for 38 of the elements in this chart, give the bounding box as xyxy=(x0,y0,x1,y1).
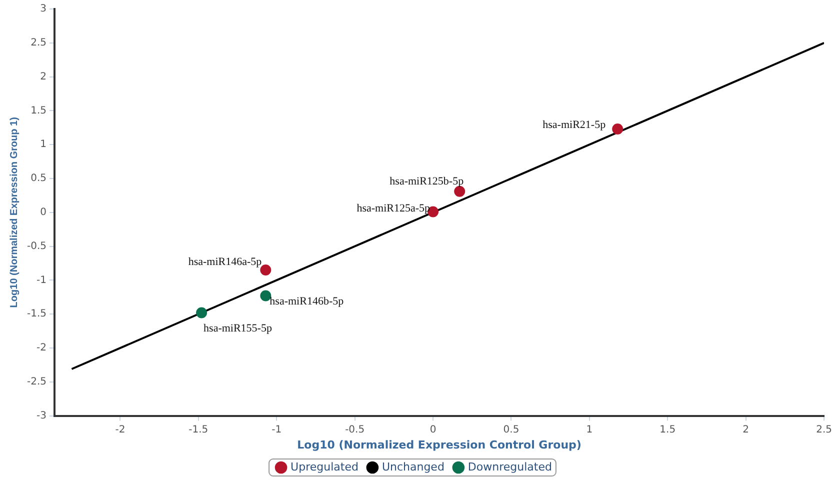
y-tick-label: 2.5 xyxy=(30,37,47,48)
y-tick-label: 1 xyxy=(40,139,47,150)
y-axis-title: Log10 (Normalized Expression Group 1) xyxy=(8,117,20,308)
y-tick-label: -3 xyxy=(36,410,47,422)
y-tick-label: -1 xyxy=(36,274,47,286)
x-tick-label: 1 xyxy=(586,424,593,436)
x-tick-label: 0.5 xyxy=(503,424,520,436)
annotation: hsa-miR146a-5p xyxy=(188,256,262,268)
point xyxy=(612,124,624,135)
y-tick-label: -0.5 xyxy=(26,240,47,252)
y-tick-label: 0.5 xyxy=(30,173,47,184)
y-tick-label: -2.5 xyxy=(26,376,47,388)
legend-label: Upregulated xyxy=(290,460,358,474)
annotation: hsa-miR155-5p xyxy=(204,322,272,335)
x-tick-label: 2.5 xyxy=(816,424,832,436)
y-tick-label: -2 xyxy=(36,342,47,354)
x-axis-title: Log10 (Normalized Expression Control Group) xyxy=(297,438,582,452)
annotation: hsa-miR125b-5p xyxy=(390,175,464,188)
annotation: hsa-miR21-5p xyxy=(542,118,606,131)
x-tick-label: -1 xyxy=(272,424,282,436)
x-tick-label: -2 xyxy=(115,424,126,436)
annotation: hsa-miR125a-5p xyxy=(356,202,431,215)
x-tick-label: 1.5 xyxy=(660,424,676,436)
x-tick-label: -0.5 xyxy=(345,424,365,436)
x-tick-label: 2 xyxy=(742,424,750,436)
y-tick-label: -1.5 xyxy=(26,308,47,320)
y-tick-label: 1.5 xyxy=(30,105,47,116)
point xyxy=(260,290,272,302)
point xyxy=(196,307,208,318)
y-tick-label: 0 xyxy=(40,206,47,218)
annotation: hsa-miR146b-5p xyxy=(270,296,344,308)
y-tick-label: 2 xyxy=(40,71,47,82)
legend-label: Unchanged xyxy=(382,460,444,474)
legend-label: Downregulated xyxy=(468,460,552,474)
x-tick-label: -1.5 xyxy=(188,424,208,436)
y-tick-label: 3 xyxy=(40,4,47,15)
point xyxy=(260,264,272,276)
x-tick-label: 0 xyxy=(430,424,436,436)
